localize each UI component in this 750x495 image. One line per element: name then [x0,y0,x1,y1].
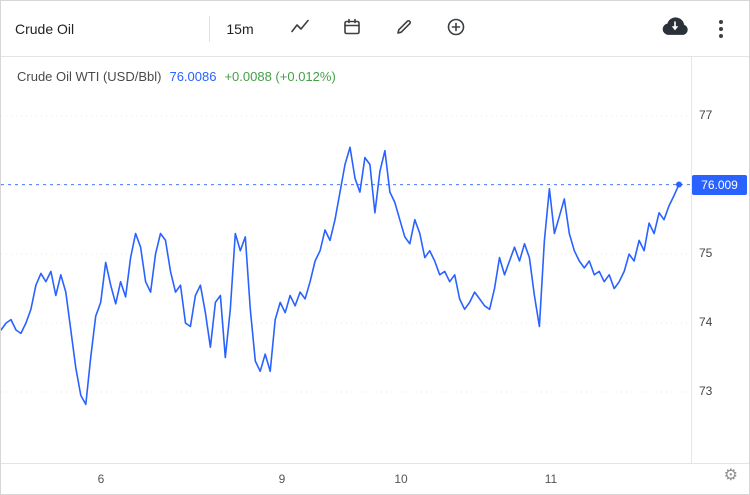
gear-icon: ⚙ [723,467,738,484]
cloud-download-icon [659,15,691,42]
symbol-name: Crude Oil WTI (USD/Bbl) [17,69,162,84]
x-axis[interactable]: 6 9 10 11 [1,463,749,494]
y-axis-label-74: 74 [699,315,713,330]
menu-button[interactable] [707,12,735,46]
symbol-search-input[interactable] [15,13,205,44]
date-range-button[interactable] [332,12,372,46]
price-change-value: +0.0088 (+0.012%) [224,69,336,84]
draw-button[interactable] [384,12,424,46]
line-chart-icon [290,17,310,40]
y-axis-label-77: 77 [699,108,713,123]
calendar-icon [342,17,362,40]
compare-button[interactable] [436,12,476,46]
x-axis-label-10: 10 [394,472,408,486]
y-axis-divider [691,57,692,463]
last-price-value: 76.0086 [169,69,217,84]
toolbar-right-group [655,12,735,46]
last-price-dot [676,181,682,188]
current-price-badge: 76.009 [692,174,747,195]
x-axis-label-6: 6 [97,472,105,486]
chart-area: Crude Oil WTI (USD/Bbl) 76.0086 +0.0088 … [1,57,749,494]
interval-button[interactable]: 15m [220,12,260,46]
y-axis[interactable]: 7776757473 [692,57,749,463]
chart-legend: Crude Oil WTI (USD/Bbl) 76.0086 +0.0088 … [17,69,336,84]
chart-style-button[interactable] [280,12,320,46]
y-axis-label-73: 73 [699,384,713,398]
toolbar-divider [209,15,210,42]
chart-settings-button[interactable]: ⚙ [724,468,738,484]
plus-circle-icon [446,17,466,40]
y-axis-label-75: 75 [699,246,713,261]
price-plot[interactable] [1,57,691,463]
x-axis-label-11: 11 [544,472,558,486]
price-line-series [1,146,680,406]
kebab-menu-icon [719,19,723,24]
toolbar: 15m [1,1,749,57]
pencil-icon [394,17,414,40]
export-button[interactable] [655,12,695,46]
x-axis-label-9: 9 [278,472,286,486]
